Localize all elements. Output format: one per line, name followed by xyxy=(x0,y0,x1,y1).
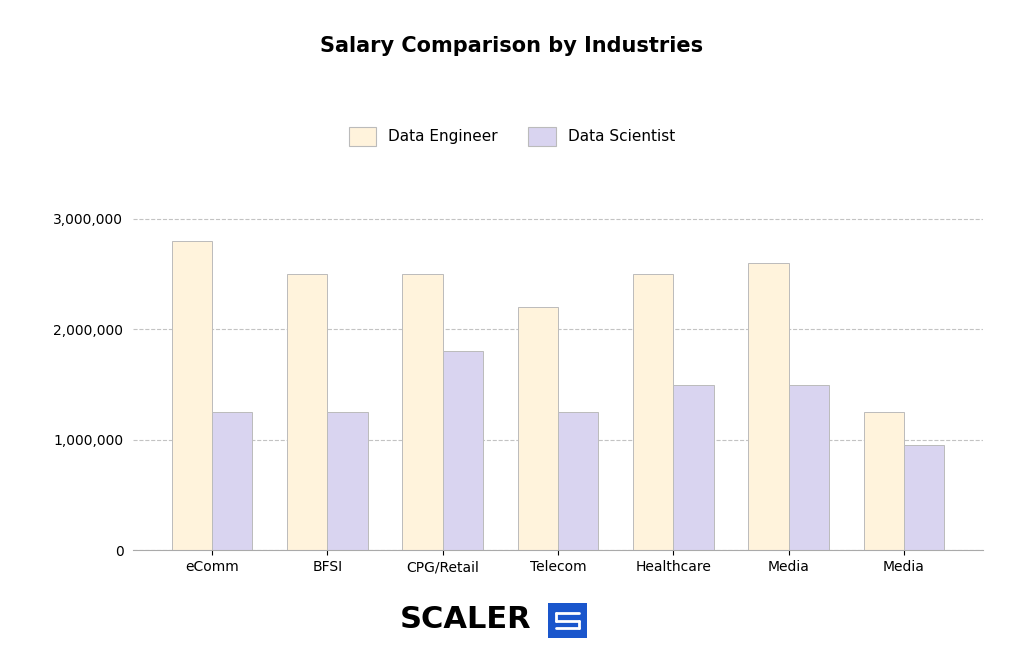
Bar xyxy=(212,412,253,550)
Bar xyxy=(402,274,442,550)
Bar xyxy=(633,274,674,550)
Text: Salary Comparison by Industries: Salary Comparison by Industries xyxy=(321,36,703,56)
Bar xyxy=(287,274,328,550)
Bar xyxy=(788,385,829,550)
Bar xyxy=(328,412,368,550)
Bar xyxy=(442,351,483,550)
FancyBboxPatch shape xyxy=(546,601,589,640)
Bar xyxy=(749,263,788,550)
Text: SCALER: SCALER xyxy=(400,605,531,634)
Bar xyxy=(558,412,598,550)
Bar xyxy=(904,446,944,550)
Bar xyxy=(674,385,714,550)
Bar xyxy=(172,241,212,550)
Bar xyxy=(518,307,558,550)
Bar xyxy=(863,412,904,550)
Legend: Data Engineer, Data Scientist: Data Engineer, Data Scientist xyxy=(348,127,676,146)
